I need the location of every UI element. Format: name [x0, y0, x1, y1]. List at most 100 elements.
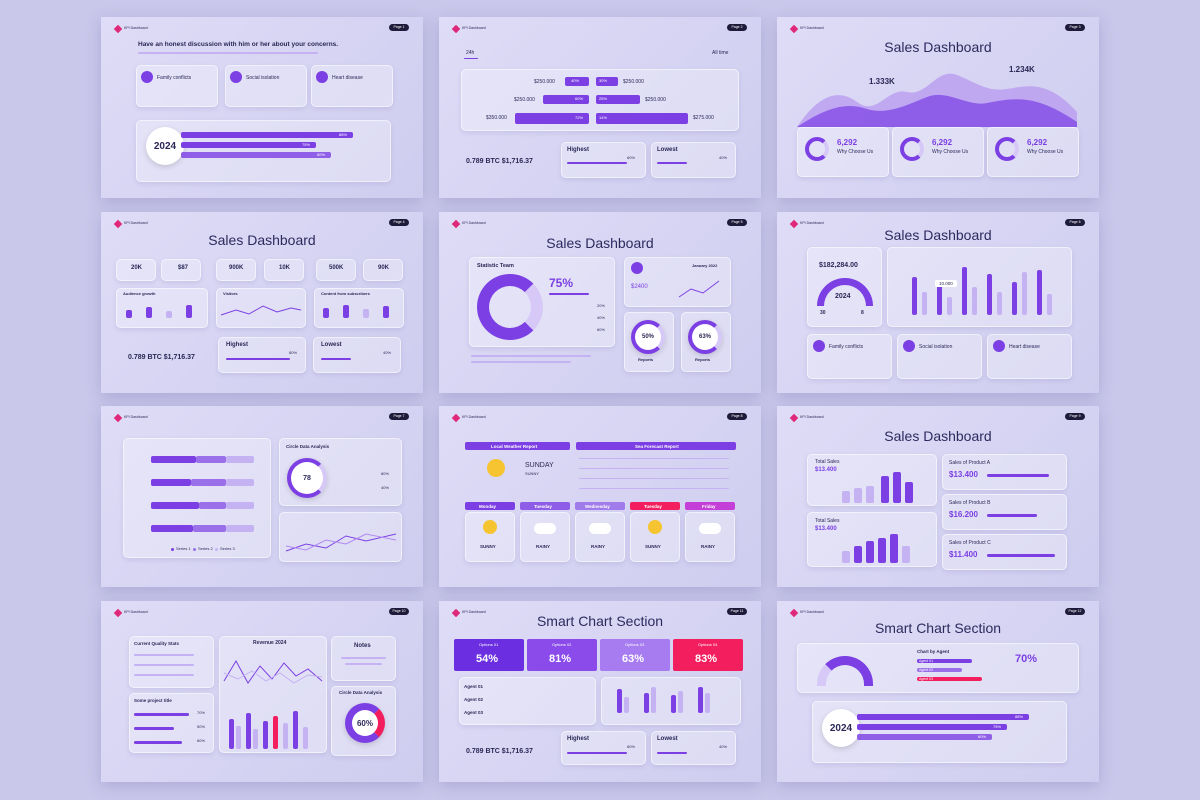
stats: $87 [178, 265, 189, 271]
card [561, 731, 646, 765]
heading: Have an honest discussion with him or he… [138, 41, 339, 48]
revenue: Revenue 2024 [253, 640, 287, 646]
value: 6,292 [837, 138, 858, 147]
lowest-pct: 40% [383, 350, 392, 355]
value: $13.400 [815, 467, 837, 473]
team: Statistic Team [477, 263, 514, 269]
bars: 75% [993, 723, 1002, 729]
sun [648, 520, 662, 534]
s: Sales Dashboard Total Sales $13.400 Tota… [777, 406, 1099, 587]
amount: $2400 [631, 284, 648, 290]
lbar [579, 488, 729, 489]
tab: 24h [466, 50, 475, 56]
lbar [947, 297, 952, 315]
bar [134, 727, 174, 730]
bar [515, 113, 589, 124]
peaks: 1.234K [1009, 65, 1035, 74]
quality: Current Quality Stats [134, 641, 180, 646]
chart-title: Chart by Agent [917, 649, 950, 654]
bar [890, 534, 898, 563]
bar [685, 502, 735, 510]
page-pill: Page 12 [1065, 608, 1085, 615]
label: Sales of Product A [949, 460, 991, 466]
bar [191, 479, 226, 486]
notes: Notes [354, 643, 371, 649]
lbar [471, 361, 571, 363]
lbar [997, 292, 1002, 315]
logo [113, 219, 123, 229]
agents: Agent 03 [919, 677, 934, 681]
ic [813, 340, 825, 352]
s: Smart Chart Section Chart by Agent Agent… [777, 601, 1099, 782]
value-left: $250.000 [514, 97, 535, 103]
bar [181, 132, 353, 138]
lbar [134, 664, 194, 666]
label: Sales of Product B [949, 500, 991, 506]
logo [113, 608, 123, 618]
card [685, 512, 735, 562]
lbar [705, 693, 710, 713]
lbar [854, 488, 862, 503]
lbar [253, 729, 258, 749]
bar [575, 502, 625, 510]
left-pcts: 60% [575, 96, 584, 101]
value: 63% [622, 653, 645, 665]
bar [543, 95, 589, 104]
card [316, 259, 356, 281]
opt [454, 639, 524, 671]
lbar [678, 691, 683, 713]
bar [866, 541, 874, 563]
bar [987, 474, 1049, 477]
ring [805, 137, 829, 161]
ic [141, 71, 153, 83]
card [116, 288, 208, 328]
local: Local Weather Report [491, 443, 538, 449]
cond: RAINY [591, 544, 606, 549]
brand: KPI Dashboard [800, 415, 824, 419]
logo [789, 608, 799, 618]
value: 54% [476, 653, 499, 665]
card [363, 259, 403, 281]
lbar [624, 697, 629, 713]
page-pill: Page 9 [1065, 413, 1085, 420]
today: SUNDAY [525, 462, 554, 469]
line-chart [678, 280, 720, 298]
s: Have an honest discussion with him or he… [101, 17, 423, 198]
card [942, 534, 1067, 570]
s: Current Quality Stats Some project title… [101, 601, 423, 782]
brand: KPI Dashboard [800, 26, 824, 30]
ic [903, 340, 915, 352]
s: Sales Dashboard 1.333K 1.234K 6,292 Why … [777, 17, 1099, 198]
gauge: 8 [861, 310, 864, 316]
lbar [1047, 294, 1052, 315]
bar [193, 525, 226, 532]
bar [465, 442, 570, 450]
line [285, 533, 397, 551]
right-pcts: 14% [599, 115, 608, 120]
bar [567, 752, 627, 754]
lowest-pct: 40% [719, 744, 728, 749]
lbar [134, 674, 194, 676]
ic [993, 340, 1005, 352]
btc: 0.789 BTC $1,716.37 [466, 748, 533, 755]
bar [854, 546, 862, 563]
gauge [817, 278, 873, 306]
bar [186, 305, 192, 318]
value-right: $250.000 [623, 79, 644, 85]
progress-label: 60% [317, 151, 326, 157]
logo [451, 24, 461, 34]
month: January 2022 [692, 263, 718, 268]
lbar [134, 654, 194, 656]
line [797, 94, 1077, 127]
bar [567, 162, 627, 164]
lbar [902, 546, 910, 563]
brand: KPI Dashboard [124, 26, 148, 30]
brand: KPI Dashboard [124, 415, 148, 419]
day: Monday [479, 503, 497, 509]
items: Heart disease [1009, 344, 1040, 350]
right-pcts: 25% [599, 96, 608, 101]
value: 81% [549, 653, 572, 665]
title: Sales Dashboard [884, 39, 992, 55]
brand: KPI Dashboard [800, 610, 824, 614]
